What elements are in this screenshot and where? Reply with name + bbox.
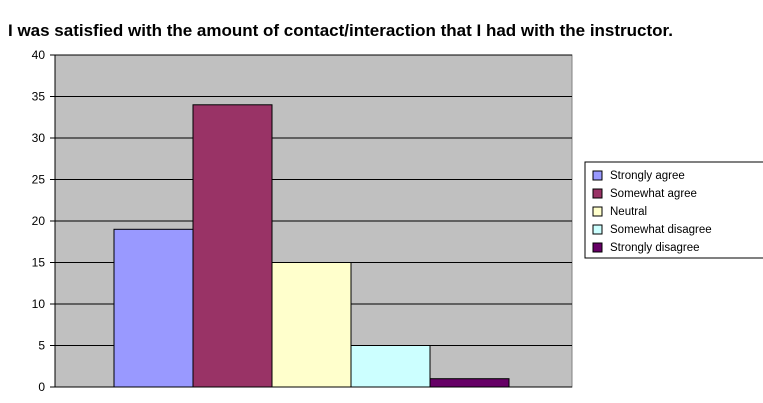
- legend-swatch: [592, 188, 603, 199]
- y-tick-label: 0: [38, 380, 45, 394]
- legend-swatch: [592, 242, 603, 253]
- bar-neutral: [271, 262, 352, 388]
- legend: Strongly agree Somewhat agree Neutral Somew…: [584, 161, 763, 259]
- legend-swatch: [592, 170, 603, 181]
- bar-somewhat-disagree: [350, 345, 431, 388]
- y-tick-label: 35: [32, 90, 46, 104]
- bar-somewhat-agree: [192, 104, 273, 388]
- y-tick-label: 25: [32, 173, 46, 187]
- legend-label: Somewhat disagree: [610, 224, 712, 236]
- legend-label: Strongly agree: [610, 170, 685, 182]
- y-tick-label: 15: [32, 256, 46, 270]
- legend-swatch: [592, 206, 603, 217]
- y-tick-label: 20: [32, 214, 46, 228]
- legend-swatch: [592, 224, 603, 235]
- bar-strongly-agree: [113, 228, 194, 388]
- y-tick-label: 30: [32, 131, 46, 145]
- chart-title: I was satisfied with the amount of conta…: [8, 21, 673, 40]
- plot-area: 0 5 10 15 20 25 30 35 40: [32, 48, 573, 394]
- legend-label: Somewhat agree: [610, 188, 697, 200]
- bar-strongly-disagree: [429, 378, 510, 388]
- legend-box: [584, 161, 763, 259]
- y-tick-label: 10: [32, 297, 46, 311]
- legend-label: Strongly disagree: [610, 242, 700, 254]
- y-tick-label: 5: [38, 339, 45, 353]
- y-tick-label: 40: [32, 48, 46, 62]
- legend-label: Neutral: [610, 206, 647, 218]
